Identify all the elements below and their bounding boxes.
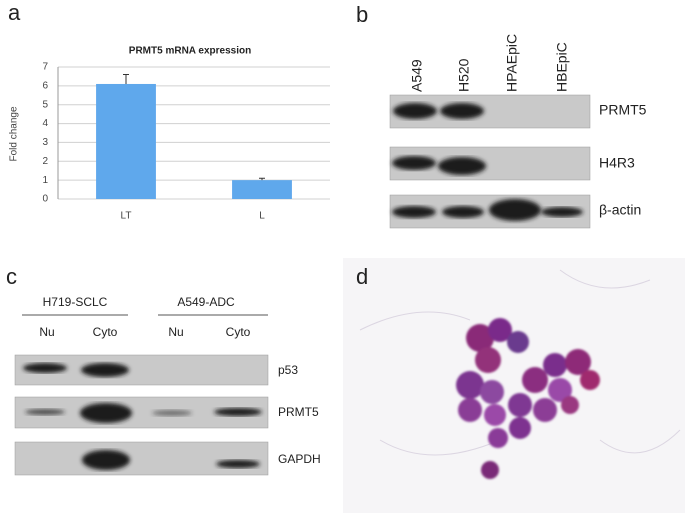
- y-tick-label: 3: [42, 137, 48, 148]
- band: [23, 363, 67, 373]
- y-tick-label: 5: [42, 99, 48, 110]
- lane-label: Nu: [168, 325, 183, 339]
- lane-label: HPAEpiC: [504, 34, 520, 92]
- panel-label: c: [6, 264, 17, 289]
- lane-label: Cyto: [93, 325, 118, 339]
- band-label: PRMT5: [278, 405, 319, 419]
- cell: [466, 324, 494, 352]
- western-blot-b: A549 H520 HPAEpiC HBEpiC PRMT5 H4R3 β-ac…: [389, 34, 647, 229]
- cell: [480, 380, 504, 404]
- band: [80, 403, 132, 423]
- cell: [475, 347, 501, 373]
- y-tick-label: 1: [42, 175, 48, 186]
- band-label: GAPDH: [278, 452, 321, 466]
- band: [541, 207, 583, 217]
- lane-label: A549: [409, 59, 425, 92]
- lane-label: H520: [456, 58, 472, 92]
- bar-chart: PRMT5 mRNA expression Fold change 0 1 2 3 4 5…: [9, 46, 330, 222]
- cell: [507, 331, 529, 353]
- cell: [522, 367, 548, 393]
- band: [392, 156, 436, 170]
- panel-label: d: [356, 264, 368, 289]
- cell: [509, 417, 531, 439]
- cell: [548, 378, 572, 402]
- cell: [565, 349, 591, 375]
- chart-title: PRMT5 mRNA expression: [129, 46, 251, 57]
- group-label: A549-ADC: [177, 295, 235, 309]
- fiber: [359, 269, 681, 456]
- error-bar: [123, 74, 129, 84]
- band: [489, 199, 541, 221]
- y-tick-label: 0: [42, 194, 48, 205]
- blot-strip: [14, 441, 269, 476]
- bar: [232, 180, 292, 199]
- cell: [580, 370, 600, 390]
- lane-label: Nu: [39, 325, 54, 339]
- x-tick-label: LT: [121, 211, 132, 222]
- panel-label: b: [356, 2, 368, 27]
- micrograph: d: [343, 258, 685, 513]
- band-label: p53: [278, 363, 298, 377]
- cell: [484, 404, 506, 426]
- cell: [458, 398, 482, 422]
- lane-label: Cyto: [226, 325, 251, 339]
- band: [440, 103, 484, 119]
- cell: [543, 353, 567, 377]
- cell: [561, 396, 579, 414]
- y-tick-label: 6: [42, 80, 48, 91]
- cell: [456, 371, 484, 399]
- lane-label: HBEpiC: [554, 42, 570, 92]
- cell: [488, 318, 512, 342]
- y-tick-label: 4: [42, 118, 48, 129]
- band-label: β-actin: [599, 202, 641, 218]
- x-tick-label: L: [259, 211, 265, 222]
- band: [392, 206, 436, 218]
- band: [152, 410, 192, 416]
- panel-label: a: [8, 0, 21, 25]
- western-blot-c: H719-SCLC A549-ADC Nu Cyto Nu Cyto p53 P…: [14, 295, 321, 476]
- group-label: H719-SCLC: [43, 295, 108, 309]
- band-label: H4R3: [599, 155, 635, 171]
- y-tick-label: 7: [42, 62, 48, 73]
- y-axis-label: Fold change: [9, 106, 20, 161]
- bar: [96, 83, 156, 199]
- error-bar: [259, 177, 265, 181]
- micrograph-background: [343, 258, 685, 513]
- y-tick-label: 2: [42, 156, 48, 167]
- cell: [488, 428, 508, 448]
- band-label: PRMT5: [599, 102, 647, 118]
- band: [81, 363, 129, 377]
- band: [438, 157, 486, 175]
- band: [393, 103, 437, 119]
- cell: [508, 393, 532, 417]
- cell: [481, 461, 499, 479]
- band: [216, 460, 260, 468]
- band: [442, 206, 484, 218]
- band: [82, 450, 130, 470]
- cell: [533, 398, 557, 422]
- band: [25, 409, 65, 415]
- band: [214, 408, 262, 416]
